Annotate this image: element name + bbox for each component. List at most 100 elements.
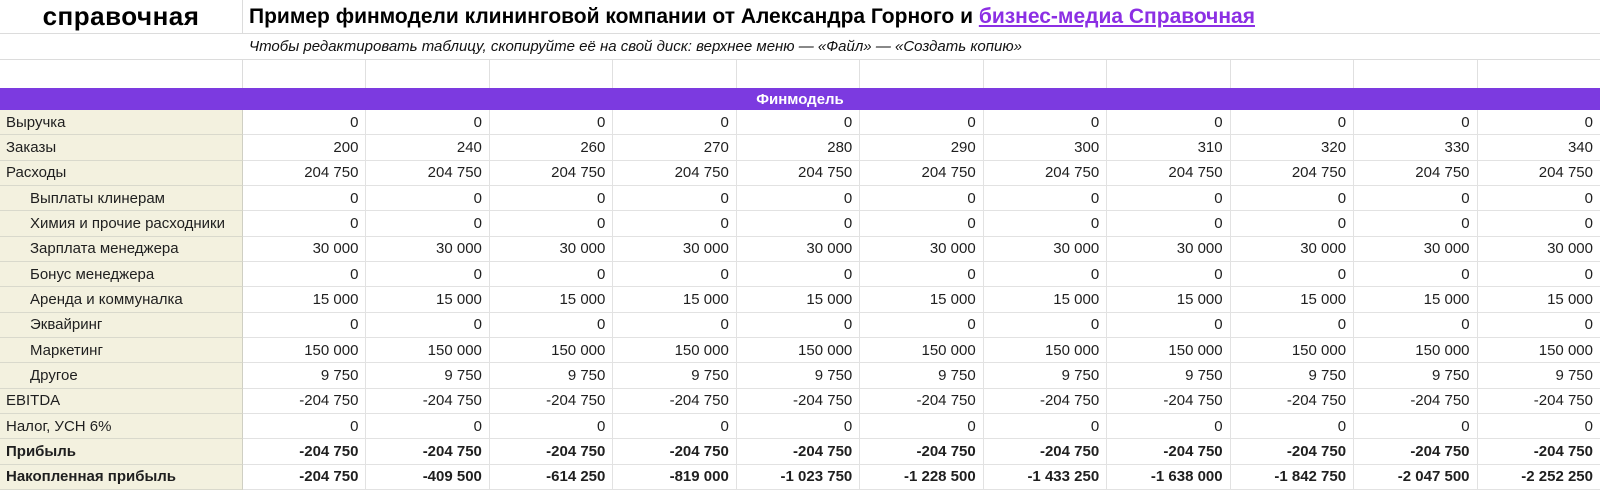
empty-cell[interactable] <box>1478 60 1600 88</box>
empty-label-cell[interactable] <box>0 60 243 88</box>
cell-value[interactable]: 0 <box>983 261 1108 288</box>
cell-value[interactable]: 0 <box>1477 261 1600 288</box>
cell-value[interactable]: 0 <box>1354 312 1478 338</box>
cell-value[interactable]: 0 <box>243 211 367 237</box>
empty-cell[interactable] <box>1231 60 1355 88</box>
cell-value[interactable]: 0 <box>489 110 614 136</box>
cell-value[interactable]: 30 000 <box>860 236 984 262</box>
cell-value[interactable]: 0 <box>1107 312 1231 338</box>
cell-value[interactable]: -204 750 <box>1477 388 1600 414</box>
cell-value[interactable]: 150 000 <box>613 337 737 364</box>
cell-value[interactable]: -204 750 <box>489 388 614 414</box>
cell-value[interactable]: 0 <box>1230 312 1355 338</box>
cell-value[interactable]: -1 433 250 <box>983 464 1108 490</box>
cell-value[interactable]: 0 <box>983 211 1108 237</box>
row-label[interactable]: Заказы <box>0 135 243 161</box>
cell-value[interactable]: 0 <box>613 261 737 288</box>
cell-value[interactable]: -204 750 <box>860 388 984 414</box>
cell-value[interactable]: 30 000 <box>243 236 367 262</box>
cell-value[interactable]: -1 228 500 <box>860 464 984 490</box>
cell-value[interactable]: 0 <box>489 261 614 288</box>
cell-value[interactable]: 0 <box>860 185 984 212</box>
empty-cell[interactable] <box>613 60 737 88</box>
cell-value[interactable]: 15 000 <box>613 287 737 313</box>
row-label[interactable]: Эквайринг <box>0 312 243 338</box>
cell-value[interactable]: 150 000 <box>366 337 490 364</box>
cell-value[interactable]: -204 750 <box>366 439 490 465</box>
cell-value[interactable]: 15 000 <box>243 287 367 313</box>
cell-value[interactable]: 204 750 <box>366 160 490 186</box>
cell-value[interactable]: 0 <box>1477 185 1600 212</box>
cell-value[interactable]: 9 750 <box>1107 363 1231 389</box>
cell-value[interactable]: -204 750 <box>983 388 1108 414</box>
row-label[interactable]: Бонус менеджера <box>0 261 243 288</box>
cell-value[interactable]: 0 <box>983 312 1108 338</box>
cell-value[interactable]: 240 <box>366 135 490 161</box>
cell-value[interactable]: -204 750 <box>1107 439 1231 465</box>
cell-value[interactable]: 30 000 <box>1477 236 1600 262</box>
cell-value[interactable]: 150 000 <box>983 337 1108 364</box>
cell-value[interactable]: 0 <box>983 110 1108 136</box>
cell-value[interactable]: 0 <box>366 185 490 212</box>
cell-value[interactable]: 340 <box>1477 135 1600 161</box>
cell-value[interactable]: 30 000 <box>1354 236 1478 262</box>
cell-value[interactable]: 0 <box>489 312 614 338</box>
cell-value[interactable]: 204 750 <box>489 160 614 186</box>
cell-value[interactable]: 204 750 <box>243 160 367 186</box>
cell-value[interactable]: 204 750 <box>613 160 737 186</box>
cell-value[interactable]: 0 <box>860 261 984 288</box>
cell-value[interactable]: 0 <box>1477 110 1600 136</box>
cell-value[interactable]: -204 750 <box>1354 388 1478 414</box>
cell-value[interactable]: -204 750 <box>860 439 984 465</box>
cell-value[interactable]: 0 <box>243 110 367 136</box>
cell-value[interactable]: 30 000 <box>983 236 1108 262</box>
cell-value[interactable]: 260 <box>489 135 614 161</box>
cell-value[interactable]: -204 750 <box>243 388 367 414</box>
cell-value[interactable]: 0 <box>1230 261 1355 288</box>
cell-value[interactable]: 0 <box>1230 413 1355 440</box>
cell-value[interactable]: -204 750 <box>983 439 1108 465</box>
cell-value[interactable]: 30 000 <box>613 236 737 262</box>
row-label[interactable]: Маркетинг <box>0 337 243 364</box>
cell-value[interactable]: 0 <box>366 312 490 338</box>
cell-value[interactable]: -819 000 <box>613 464 737 490</box>
cell-value[interactable]: 0 <box>613 312 737 338</box>
empty-cell[interactable] <box>737 60 861 88</box>
row-label[interactable]: Прибыль <box>0 439 243 465</box>
cell-value[interactable]: 0 <box>613 211 737 237</box>
cell-value[interactable]: 204 750 <box>860 160 984 186</box>
cell-value[interactable]: 0 <box>1477 312 1600 338</box>
cell-value[interactable]: -204 750 <box>1354 439 1478 465</box>
cell-value[interactable]: 200 <box>243 135 367 161</box>
cell-value[interactable]: 30 000 <box>489 236 614 262</box>
cell-value[interactable]: 0 <box>860 211 984 237</box>
cell-value[interactable]: 0 <box>243 312 367 338</box>
cell-value[interactable]: -204 750 <box>736 388 861 414</box>
cell-value[interactable]: 30 000 <box>366 236 490 262</box>
cell-value[interactable]: -204 750 <box>489 439 614 465</box>
cell-value[interactable]: 15 000 <box>489 287 614 313</box>
cell-value[interactable]: 0 <box>1477 211 1600 237</box>
cell-value[interactable]: -1 638 000 <box>1107 464 1231 490</box>
empty-cell[interactable] <box>984 60 1108 88</box>
cell-value[interactable]: 0 <box>1354 261 1478 288</box>
cell-value[interactable]: 0 <box>736 413 861 440</box>
cell-value[interactable]: 310 <box>1107 135 1231 161</box>
cell-value[interactable]: 0 <box>736 185 861 212</box>
cell-value[interactable]: -204 750 <box>1230 439 1355 465</box>
cell-value[interactable]: 15 000 <box>736 287 861 313</box>
cell-value[interactable]: 0 <box>613 185 737 212</box>
cell-value[interactable]: -614 250 <box>489 464 614 490</box>
cell-value[interactable]: 204 750 <box>1230 160 1355 186</box>
cell-value[interactable]: 9 750 <box>983 363 1108 389</box>
cell-value[interactable]: 0 <box>366 261 490 288</box>
cell-value[interactable]: 0 <box>489 211 614 237</box>
row-label[interactable]: Расходы <box>0 160 243 186</box>
cell-value[interactable]: 0 <box>489 413 614 440</box>
cell-value[interactable]: 320 <box>1230 135 1355 161</box>
cell-value[interactable]: 9 750 <box>1354 363 1478 389</box>
empty-cell[interactable] <box>1354 60 1478 88</box>
cell-value[interactable]: 15 000 <box>983 287 1108 313</box>
cell-value[interactable]: 0 <box>243 185 367 212</box>
cell-value[interactable]: 9 750 <box>613 363 737 389</box>
